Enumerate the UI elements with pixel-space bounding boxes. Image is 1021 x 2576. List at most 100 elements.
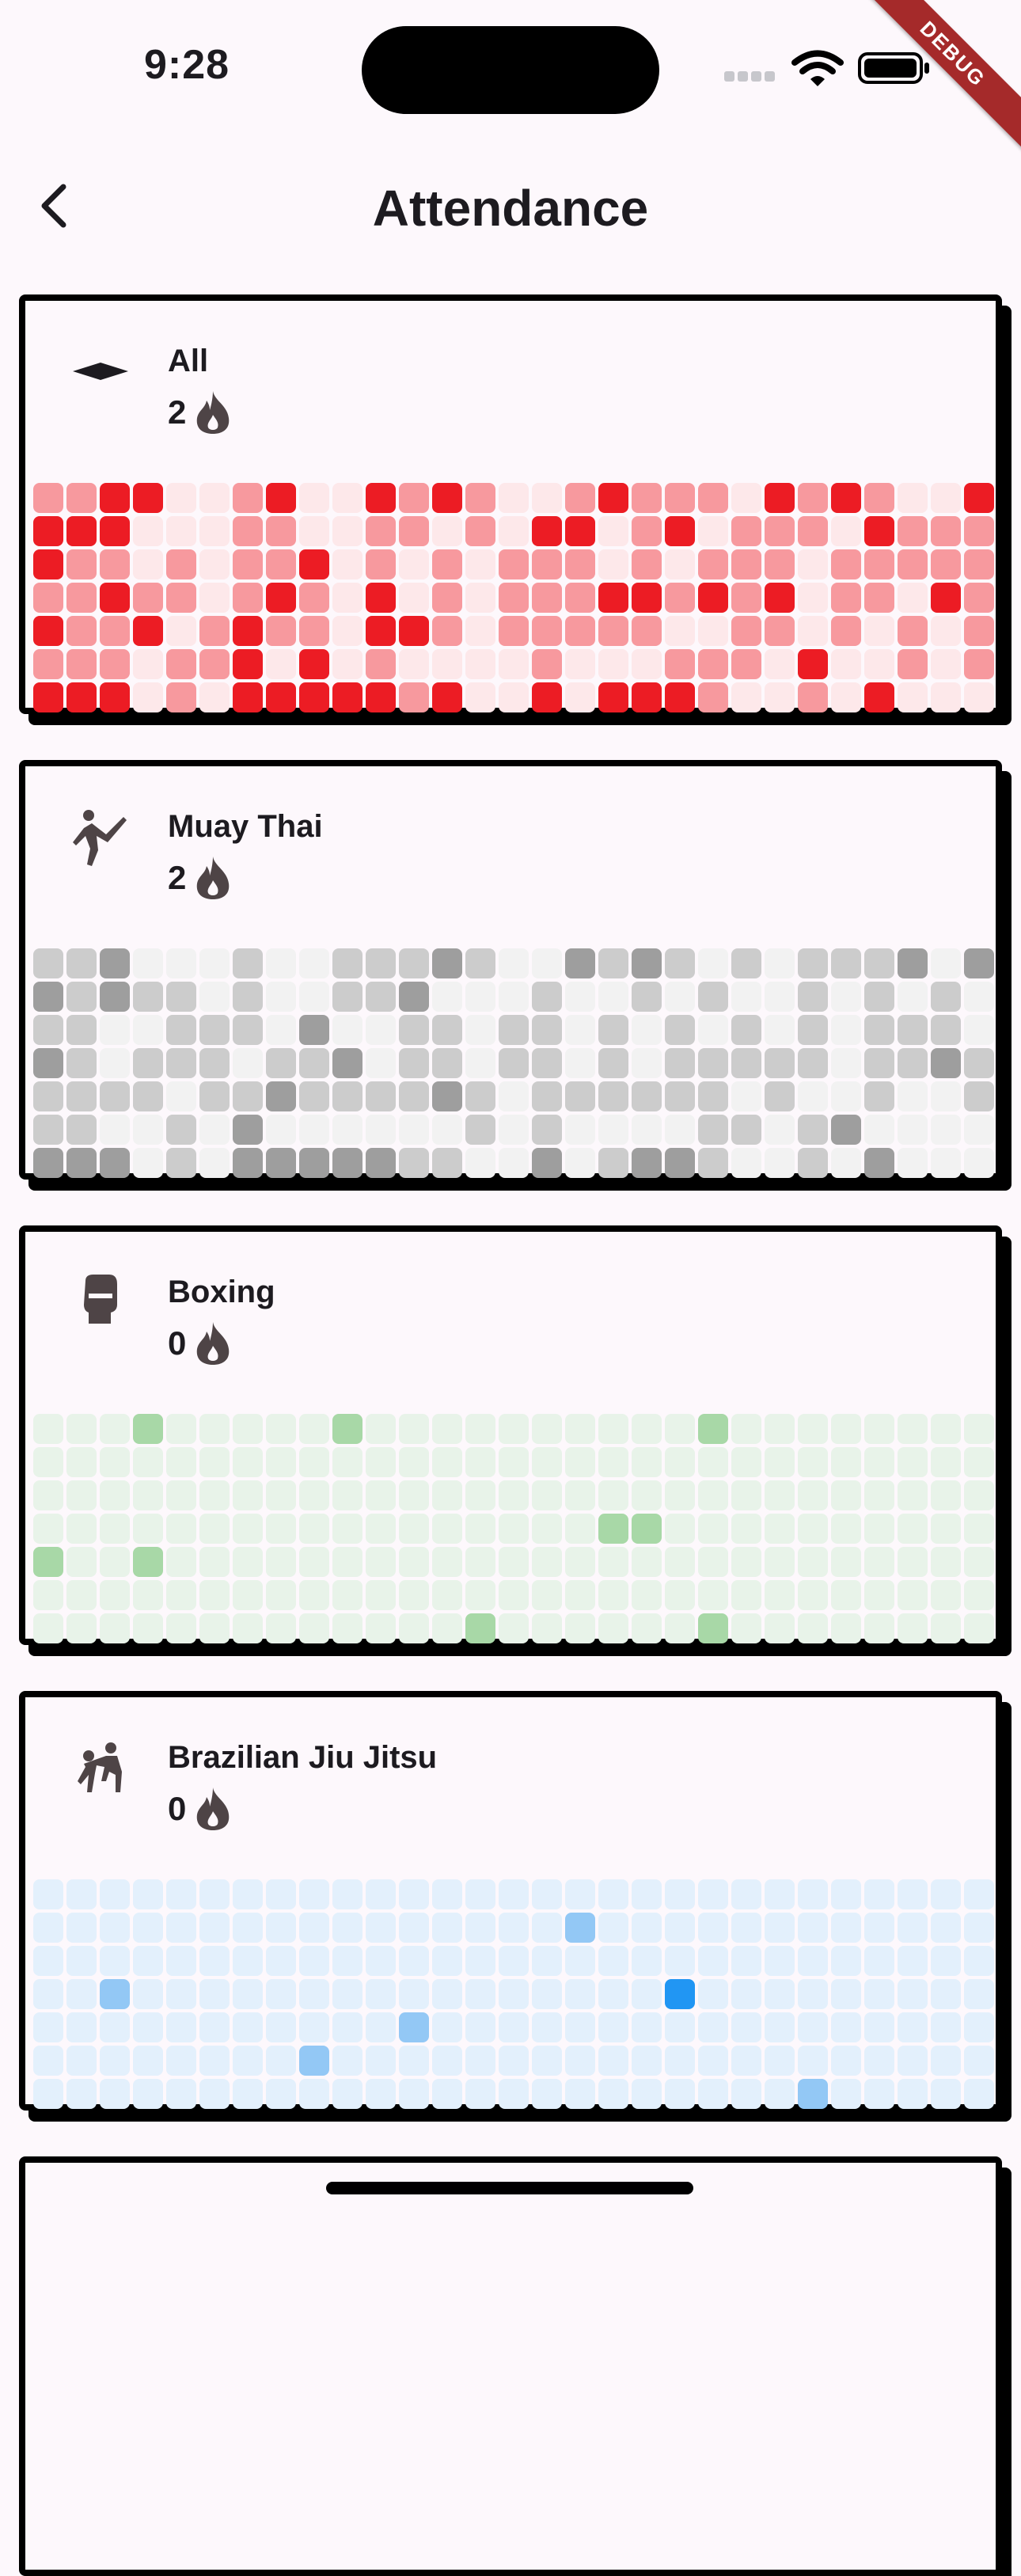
heatmap-cell bbox=[399, 483, 429, 513]
attendance-card-brazilian-jiu-jitsu[interactable]: Brazilian Jiu Jitsu 0 bbox=[19, 1691, 1002, 2111]
heatmap-cell bbox=[731, 1879, 761, 1909]
heatmap-cell bbox=[931, 948, 961, 978]
home-indicator[interactable] bbox=[326, 2182, 693, 2194]
attendance-card-all[interactable]: All 2 bbox=[19, 294, 1002, 714]
heatmap-cell bbox=[731, 948, 761, 978]
heatmap-cell bbox=[299, 2012, 329, 2042]
heatmap-cell bbox=[665, 1081, 695, 1111]
heatmap-cell bbox=[964, 549, 994, 579]
heatmap-cell bbox=[33, 1048, 63, 1078]
heatmap-cell bbox=[665, 1879, 695, 1909]
heatmap-cell bbox=[565, 649, 595, 679]
heatmap-cell bbox=[465, 2012, 495, 2042]
heatmap-cell bbox=[698, 549, 728, 579]
heatmap-cell bbox=[66, 1580, 97, 1610]
heatmap-cell bbox=[665, 1480, 695, 1510]
heatmap-cell bbox=[432, 1115, 462, 1145]
heatmap-cell bbox=[332, 2012, 362, 2042]
heatmap-cell bbox=[499, 1081, 529, 1111]
heatmap-cell bbox=[931, 1913, 961, 1943]
heatmap-cell bbox=[632, 1048, 662, 1078]
heatmap-cell bbox=[831, 948, 861, 978]
heatmap-cell bbox=[299, 583, 329, 613]
heatmap-cell bbox=[133, 1414, 163, 1444]
attendance-heatmap bbox=[33, 1414, 994, 1643]
heatmap-cell bbox=[66, 1447, 97, 1477]
heatmap-cell bbox=[166, 2012, 196, 2042]
heatmap-cell bbox=[931, 649, 961, 679]
heatmap-cell bbox=[33, 1879, 63, 1909]
heatmap-cell bbox=[166, 1115, 196, 1145]
heatmap-cell bbox=[266, 649, 296, 679]
heatmap-cell bbox=[465, 1879, 495, 1909]
heatmap-cell bbox=[166, 1081, 196, 1111]
heatmap-cell bbox=[299, 516, 329, 546]
heatmap-cell bbox=[964, 948, 994, 978]
heatmap-cell bbox=[66, 982, 97, 1012]
heatmap-cell bbox=[499, 1913, 529, 1943]
heatmap-cell bbox=[964, 682, 994, 712]
heatmap-cell bbox=[499, 1447, 529, 1477]
heatmap-cell bbox=[698, 649, 728, 679]
heatmap-cell bbox=[366, 1115, 396, 1145]
heatmap-cell bbox=[831, 1613, 861, 1643]
heatmap-cell bbox=[598, 516, 628, 546]
heatmap-cell bbox=[100, 2012, 130, 2042]
heatmap-cell bbox=[33, 583, 63, 613]
attendance-card-muay-thai[interactable]: Muay Thai 2 bbox=[19, 760, 1002, 1180]
heatmap-cell bbox=[532, 1913, 562, 1943]
heatmap-cell bbox=[898, 1015, 928, 1045]
heatmap-cell bbox=[399, 1879, 429, 1909]
heatmap-cell bbox=[33, 1148, 63, 1178]
heatmap-cell bbox=[399, 2012, 429, 2042]
heatmap-cell bbox=[233, 1447, 263, 1477]
heatmap-cell bbox=[864, 1879, 894, 1909]
heatmap-cell bbox=[698, 1879, 728, 1909]
heatmap-cell bbox=[665, 483, 695, 513]
heatmap-cell bbox=[166, 516, 196, 546]
heatmap-cell bbox=[332, 1048, 362, 1078]
heatmap-cell bbox=[898, 682, 928, 712]
heatmap-cell bbox=[731, 2046, 761, 2076]
heatmap-cell bbox=[898, 1148, 928, 1178]
heatmap-cell bbox=[332, 616, 362, 646]
heatmap-cell bbox=[233, 1480, 263, 1510]
heatmap-cell bbox=[465, 1580, 495, 1610]
heatmap-cell bbox=[366, 1979, 396, 2009]
heatmap-cell bbox=[133, 2079, 163, 2109]
heatmap-cell bbox=[366, 616, 396, 646]
heatmap-cell bbox=[166, 649, 196, 679]
heatmap-cell bbox=[931, 583, 961, 613]
attendance-card-boxing[interactable]: Boxing 0 bbox=[19, 1225, 1002, 1645]
heatmap-cell bbox=[731, 1580, 761, 1610]
heatmap-cell bbox=[166, 616, 196, 646]
heatmap-cell bbox=[731, 516, 761, 546]
heatmap-cell bbox=[731, 1447, 761, 1477]
heatmap-cell bbox=[299, 649, 329, 679]
heatmap-cell bbox=[465, 1115, 495, 1145]
back-button[interactable] bbox=[22, 173, 89, 239]
heatmap-cell bbox=[665, 1913, 695, 1943]
heatmap-cell bbox=[798, 1946, 828, 1976]
heatmap-cell bbox=[798, 1613, 828, 1643]
heatmap-cell bbox=[133, 2012, 163, 2042]
heatmap-cell bbox=[731, 1048, 761, 1078]
heatmap-cell bbox=[964, 1879, 994, 1909]
heatmap-cell bbox=[565, 616, 595, 646]
heatmap-cell bbox=[598, 1480, 628, 1510]
attendance-card-next[interactable] bbox=[19, 2156, 1002, 2576]
heatmap-cell bbox=[632, 1580, 662, 1610]
heatmap-cell bbox=[765, 1447, 795, 1477]
heatmap-cell bbox=[465, 982, 495, 1012]
heatmap-cell bbox=[199, 1613, 230, 1643]
heatmap-cell bbox=[765, 1514, 795, 1544]
heatmap-cell bbox=[266, 1081, 296, 1111]
heatmap-cell bbox=[698, 1015, 728, 1045]
heatmap-cell bbox=[831, 1979, 861, 2009]
heatmap-cell bbox=[465, 516, 495, 546]
heatmap-cell bbox=[765, 1946, 795, 1976]
heatmap-cell bbox=[133, 549, 163, 579]
heatmap-cell bbox=[731, 583, 761, 613]
heatmap-cell bbox=[765, 2079, 795, 2109]
heatmap-cell bbox=[432, 1414, 462, 1444]
